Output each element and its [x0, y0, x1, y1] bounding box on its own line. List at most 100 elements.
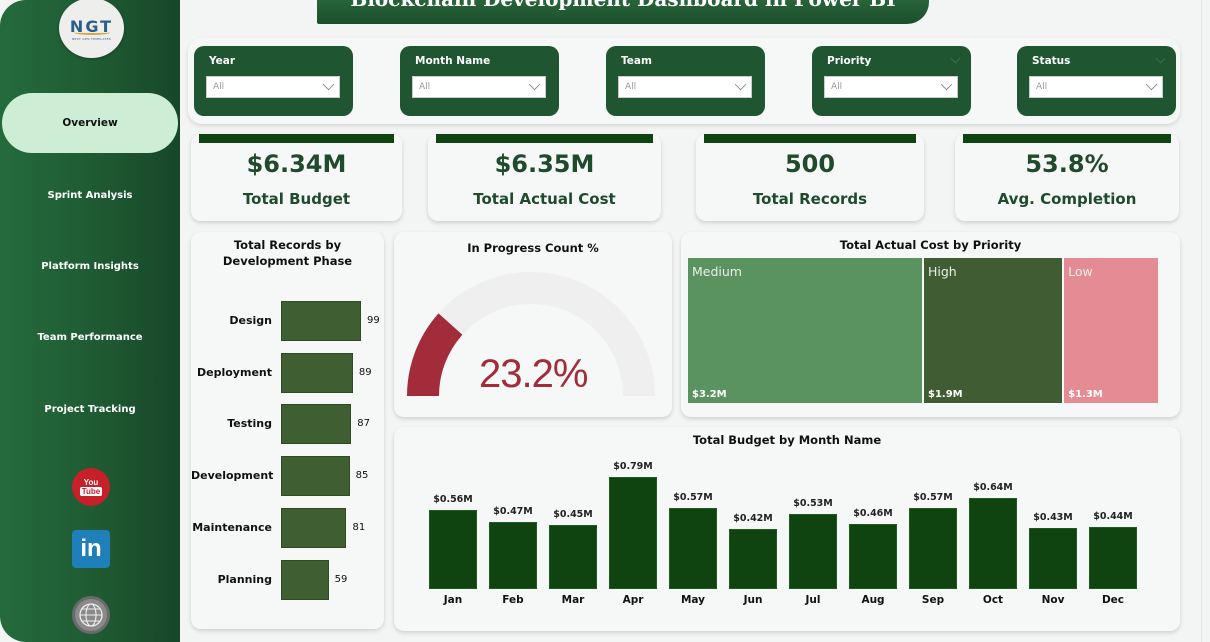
bar-data-label: $0.46M — [853, 507, 893, 519]
bar-category-label: Planning — [217, 572, 272, 586]
priority-dropdown[interactable]: All — [824, 76, 958, 98]
slicer-year: Year All — [194, 46, 353, 116]
filter-panel: Year All Month Name All Team All Priorit… — [188, 38, 1180, 124]
bar-data-label: $0.47M — [493, 506, 533, 518]
x-axis-tick-label: Nov — [1041, 594, 1065, 606]
bar[interactable] — [281, 456, 350, 497]
bar[interactable] — [281, 301, 361, 341]
kpi-accent-bar — [963, 134, 1171, 143]
bar[interactable] — [281, 507, 347, 548]
bar-data-label: $0.44M — [1093, 510, 1133, 522]
kpi-total-records: 500 Total Records — [696, 134, 924, 221]
slicer-header-chevron-icon[interactable] — [950, 53, 961, 64]
x-axis-tick-label: Jan — [443, 594, 463, 606]
page-title: Blockchain Development Dashboard in Powe… — [317, 0, 929, 24]
sidebar-item-team-performance[interactable]: Team Performance — [37, 332, 143, 343]
month-name-dropdown[interactable]: All — [412, 76, 546, 98]
bar-data-label: $0.64M — [973, 482, 1013, 494]
bar[interactable] — [669, 508, 717, 589]
bar-category-label: Maintenance — [192, 520, 272, 534]
dropdown-value: All — [1036, 82, 1048, 92]
bar[interactable] — [429, 509, 477, 589]
bar-data-label: $0.42M — [733, 513, 773, 525]
bar[interactable] — [281, 559, 329, 600]
kpi-label: Avg. Completion — [997, 190, 1137, 208]
bar[interactable] — [281, 404, 352, 445]
bar-data-label: $0.53M — [793, 497, 833, 509]
kpi-label: Total Budget — [242, 190, 351, 208]
youtube-icon[interactable]: You Tube — [72, 468, 110, 506]
website-globe-icon[interactable] — [72, 596, 110, 634]
team-dropdown[interactable]: All — [618, 76, 752, 98]
dropdown-value: All — [419, 82, 431, 92]
treemap-cell-medium[interactable]: Medium $3.2M — [688, 258, 922, 403]
slicer-label: Status — [1032, 55, 1071, 67]
treemap-category-label: Medium — [692, 264, 742, 279]
kpi-accent-bar — [199, 134, 394, 143]
sidebar-item-overview[interactable]: Overview — [2, 93, 178, 153]
youtube-you-text: You — [83, 478, 99, 487]
logo-subtitle: NEXT GEN TEMPLATES — [71, 37, 112, 41]
slicer-header-chevron-icon[interactable] — [1155, 53, 1166, 64]
gauge-track — [407, 272, 655, 396]
x-axis-tick-label: Sep — [921, 594, 945, 606]
chevron-down-icon — [1145, 78, 1158, 91]
bar[interactable] — [849, 523, 897, 589]
treemap-cell-high[interactable]: High $1.9M — [924, 258, 1063, 403]
chart-title: Total Budget by Month Name — [692, 433, 882, 447]
treemap-cell-low[interactable]: Low $1.3M — [1064, 258, 1158, 403]
chart-title: In Progress Count % — [467, 241, 599, 255]
sidebar-item-project-tracking[interactable]: Project Tracking — [44, 404, 136, 415]
bar[interactable] — [729, 529, 777, 589]
x-axis-tick-label: Jun — [743, 594, 763, 606]
bar-data-label: $0.56M — [433, 493, 473, 505]
kpi-label: Total Records — [752, 190, 868, 208]
linkedin-icon[interactable]: in — [72, 530, 110, 568]
bar-data-label: 89 — [358, 366, 372, 378]
bar-category-label: Deployment — [197, 365, 272, 379]
sidebar-item-sprint-analysis[interactable]: Sprint Analysis — [47, 190, 133, 201]
bar[interactable] — [909, 508, 957, 589]
slicer-label: Priority — [827, 55, 872, 67]
bar[interactable] — [549, 525, 597, 589]
kpi-total-budget: $6.34M Total Budget — [191, 134, 402, 221]
x-axis-tick-label: Dec — [1101, 594, 1125, 606]
treemap-category-label: Low — [1068, 264, 1093, 279]
bar-data-label: $0.57M — [673, 492, 713, 504]
bar[interactable] — [1029, 528, 1077, 589]
bar[interactable] — [609, 477, 657, 589]
bar[interactable] — [789, 513, 837, 589]
bar-data-label: 87 — [357, 418, 371, 430]
sidebar: NGT NEXT GEN TEMPLATES Overview Sprint A… — [0, 0, 180, 642]
bar-data-label: 81 — [352, 521, 366, 533]
bar[interactable] — [1089, 526, 1137, 589]
status-dropdown[interactable]: All — [1029, 76, 1163, 98]
slicer-status: Status All — [1017, 46, 1176, 116]
slicer-team: Team All — [606, 46, 765, 116]
in-progress-gauge: In Progress Count % 23.2% — [394, 232, 672, 417]
year-dropdown[interactable]: All — [206, 76, 340, 98]
chart-title: Total Actual Cost by Priority — [839, 238, 1022, 252]
bar[interactable] — [969, 498, 1017, 589]
x-axis-tick-label: May — [680, 594, 706, 606]
slicer-label: Year — [209, 55, 236, 67]
kpi-value: 53.8% — [1025, 150, 1109, 178]
gauge-fill[interactable] — [407, 313, 463, 396]
bar[interactable] — [281, 352, 353, 393]
kpi-label: Total Actual Cost — [473, 190, 616, 208]
x-axis-tick-label: Mar — [561, 594, 585, 606]
chevron-down-icon — [528, 78, 541, 91]
kpi-accent-bar — [436, 134, 653, 143]
treemap-value-label: $1.9M — [928, 389, 963, 400]
treemap-value-label: $1.3M — [1068, 389, 1103, 400]
kpi-total-actual-cost: $6.35M Total Actual Cost — [428, 134, 661, 221]
records-by-phase-chart: Total Records by Development Phase Desig… — [191, 232, 384, 629]
x-axis-tick-label: Apr — [622, 594, 644, 606]
slicer-label: Team — [621, 55, 652, 67]
sidebar-item-platform-insights[interactable]: Platform Insights — [41, 261, 139, 272]
bar-data-label: $0.57M — [913, 492, 953, 504]
bar[interactable] — [489, 522, 537, 589]
gauge-svg — [407, 272, 655, 396]
kpi-accent-bar — [704, 134, 916, 143]
bar-category-label: Design — [229, 314, 272, 327]
